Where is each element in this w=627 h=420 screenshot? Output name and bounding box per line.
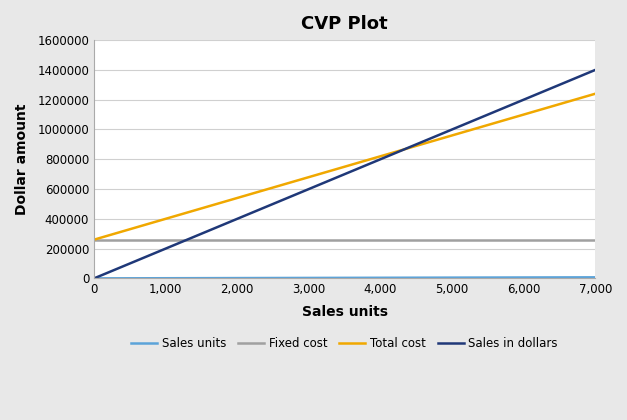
Y-axis label: Dollar amount: Dollar amount bbox=[15, 103, 29, 215]
Title: CVP Plot: CVP Plot bbox=[302, 15, 388, 33]
Legend: Sales units, Fixed cost, Total cost, Sales in dollars: Sales units, Fixed cost, Total cost, Sal… bbox=[127, 332, 562, 354]
X-axis label: Sales units: Sales units bbox=[302, 304, 387, 318]
